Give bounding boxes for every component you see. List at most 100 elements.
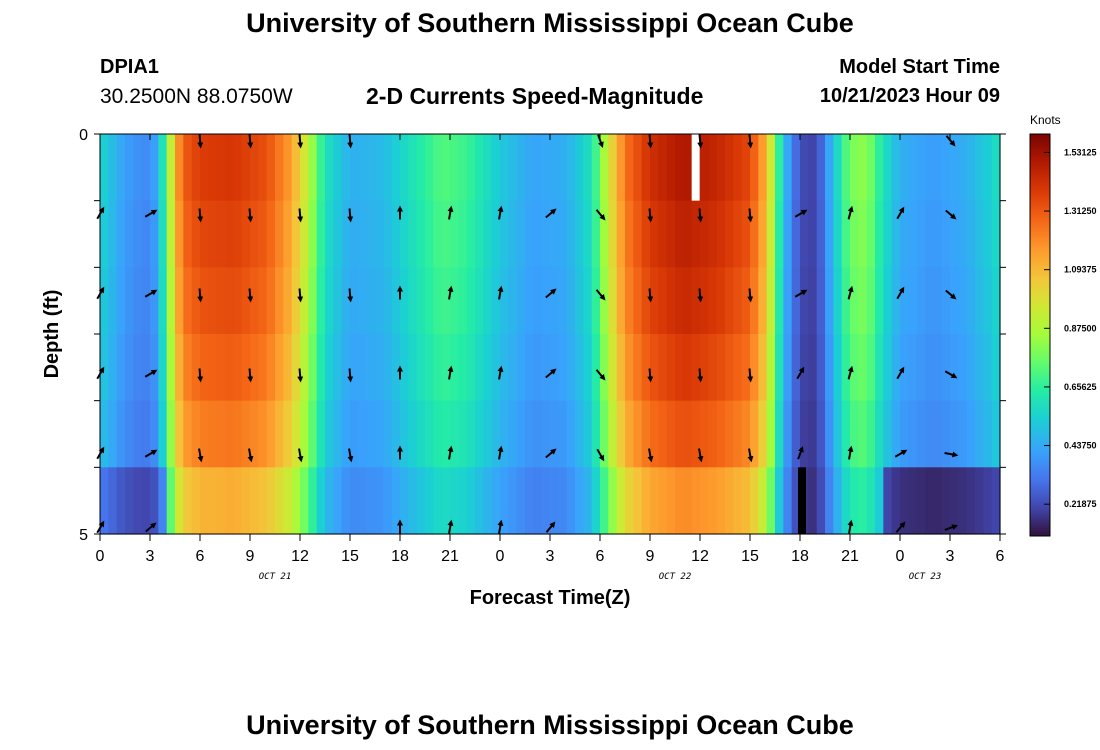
heatmap-cell — [775, 134, 784, 202]
heatmap-cell — [158, 334, 168, 402]
heatmap-cell — [716, 400, 726, 468]
heatmap-cell — [825, 334, 834, 402]
heatmap-cell — [691, 200, 701, 268]
heatmap-cell — [766, 267, 776, 335]
heatmap-cell — [616, 400, 626, 468]
current-vector-arrow — [595, 209, 606, 221]
heatmap-cell — [400, 334, 409, 402]
heatmap-cell — [150, 400, 159, 468]
x-tick-label: 6 — [996, 548, 1005, 565]
heatmap-cell — [816, 467, 826, 535]
current-vector-arrow — [944, 451, 959, 458]
heatmap-cell — [225, 134, 234, 202]
heatmap-cell — [633, 267, 643, 335]
heatmap-cell — [550, 200, 559, 268]
heatmap-cell — [116, 134, 126, 202]
current-vector-arrow — [545, 521, 556, 533]
station-id: DPIA1 — [100, 56, 159, 78]
heatmap-cell — [891, 334, 901, 402]
heatmap-cell — [683, 200, 693, 268]
heatmap-cell — [900, 334, 909, 402]
heatmap-cell — [541, 267, 551, 335]
heatmap-cell — [966, 267, 976, 335]
heatmap-cell — [425, 200, 434, 268]
date-label: OCT 22 — [659, 572, 692, 582]
heatmap-cell — [533, 467, 543, 535]
heatmap-cell — [191, 467, 201, 535]
heatmap-cell — [158, 467, 168, 535]
current-vector-arrow — [697, 368, 704, 383]
current-vector-arrow — [894, 449, 908, 458]
heatmap-cell — [766, 134, 776, 202]
heatmap-cell — [700, 200, 709, 268]
heatmap-cell — [150, 467, 159, 535]
heatmap-cell — [733, 467, 743, 535]
heatmap-cell — [800, 200, 809, 268]
heatmap-cell — [833, 400, 843, 468]
heatmap-cell — [891, 400, 901, 468]
heatmap-cell — [941, 467, 951, 535]
heatmap-cell — [891, 200, 901, 268]
heatmap-cell — [616, 334, 626, 402]
heatmap-cell — [433, 134, 443, 202]
current-vector-arrow — [297, 208, 304, 223]
heatmap-cell — [125, 134, 134, 202]
heatmap-cell — [591, 267, 601, 335]
heatmap-cell — [625, 134, 634, 202]
heatmap-cell — [858, 200, 868, 268]
heatmap-cell — [850, 267, 859, 335]
heatmap-cell — [450, 134, 459, 202]
heatmap-cell — [941, 267, 951, 335]
heatmap-cell — [350, 467, 359, 535]
heatmap-cell — [175, 400, 184, 468]
heatmap-cell — [941, 334, 951, 402]
heatmap-cell — [525, 267, 534, 335]
heatmap-cell — [808, 400, 818, 468]
heatmap-cell — [316, 267, 326, 335]
x-tick-label: 18 — [391, 548, 409, 565]
heatmap-cell — [850, 334, 859, 402]
current-vector-arrow — [447, 445, 454, 460]
heatmap-cell — [958, 400, 968, 468]
heatmap-cell — [416, 467, 426, 535]
heatmap-cell — [558, 334, 568, 402]
heatmap-cell — [766, 200, 776, 268]
heatmap-cell — [875, 200, 884, 268]
heatmap-cell — [750, 467, 759, 535]
x-tick-label: 18 — [791, 548, 809, 565]
heatmap-cell — [241, 200, 251, 268]
heatmap-cell — [800, 400, 809, 468]
heatmap-cell — [341, 134, 351, 202]
heatmap-cell — [375, 267, 384, 335]
current-vector-arrow — [497, 445, 504, 460]
heatmap-cell — [916, 334, 926, 402]
heatmap-cell — [441, 467, 451, 535]
heatmap-cell — [883, 467, 893, 535]
heatmap-cell — [850, 200, 859, 268]
current-vector-arrow — [197, 208, 204, 223]
heatmap-cell — [641, 400, 651, 468]
heatmap-cell — [858, 467, 868, 535]
heatmap-cell — [650, 267, 659, 335]
heatmap-cell — [583, 200, 593, 268]
heatmap-cell — [558, 134, 568, 202]
heatmap-cell — [441, 334, 451, 402]
heatmap-cell — [750, 334, 759, 402]
heatmap-cell — [700, 467, 709, 535]
heatmap-cell — [925, 200, 934, 268]
heatmap-cell — [300, 267, 309, 335]
no-data-cell — [798, 467, 806, 534]
heatmap-cell — [258, 267, 268, 335]
heatmap-cell — [216, 467, 226, 535]
heatmap-cell — [566, 267, 576, 335]
heatmap-cell — [650, 400, 659, 468]
heatmap-cell — [566, 334, 576, 402]
heatmap-cell — [200, 334, 209, 402]
heatmap-cell — [950, 267, 959, 335]
current-vector-arrow — [297, 448, 304, 463]
heatmap-cell — [608, 400, 618, 468]
heatmap-cell — [975, 400, 984, 468]
heatmap-cell — [683, 134, 693, 202]
heatmap-cell — [133, 267, 143, 335]
heatmap-cell — [225, 200, 234, 268]
